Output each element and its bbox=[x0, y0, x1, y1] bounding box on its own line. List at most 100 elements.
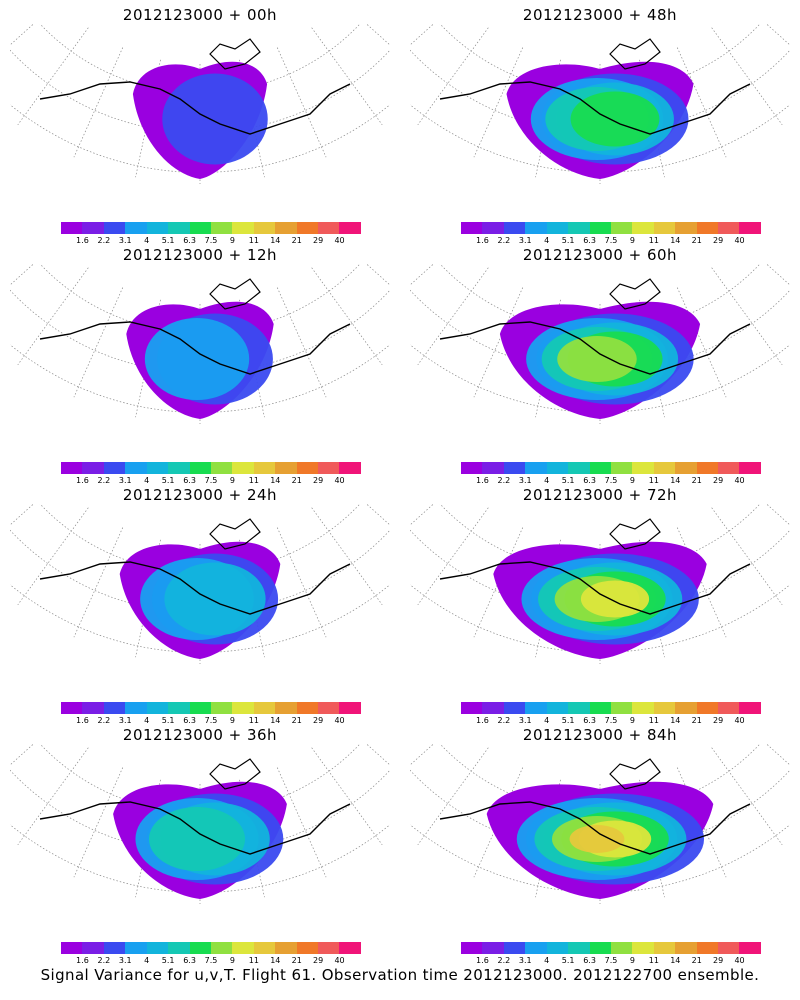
colorbar-tick-label: 1.6 bbox=[476, 716, 489, 725]
colorbar-tick-label: 40 bbox=[334, 236, 345, 245]
colorbar-swatch bbox=[275, 462, 297, 474]
colorbar-tick-label: 9 bbox=[629, 716, 635, 725]
colorbar-swatch bbox=[168, 942, 190, 954]
arctic-islands bbox=[209, 38, 261, 70]
colorbar-tick-label: 6.3 bbox=[183, 716, 196, 725]
colorbar-swatch bbox=[525, 942, 547, 954]
colorbar-swatch bbox=[232, 462, 254, 474]
colorbar-tick-label: 5.1 bbox=[161, 236, 175, 245]
colorbar-swatch bbox=[103, 702, 126, 714]
colorbar-tick-label: 11 bbox=[648, 956, 659, 965]
colorbar-swatch bbox=[653, 942, 676, 954]
colorbar-tick-label: 5.1 bbox=[561, 956, 575, 965]
colorbar-tick-label: 2.2 bbox=[497, 716, 511, 725]
colorbar-tick-label: 3.1 bbox=[518, 476, 532, 485]
colorbar-swatch bbox=[146, 222, 169, 234]
colorbar-swatch bbox=[103, 222, 126, 234]
colorbar-swatch bbox=[696, 702, 719, 714]
colorbar-swatch bbox=[461, 222, 483, 234]
colorbar-tick-label: 7.5 bbox=[204, 476, 218, 485]
colorbar-swatch bbox=[589, 222, 611, 234]
colorbar-tick-label: 3.1 bbox=[118, 236, 132, 245]
colorbar-tick-label: 29 bbox=[713, 716, 724, 725]
map-panel: 2012123000 + 00h 1.6 2.2 3.1 4 5.1 6.3 7.5 9 11 14… bbox=[0, 0, 400, 245]
colorbar-swatch bbox=[339, 462, 361, 474]
colorbar-swatch bbox=[125, 702, 147, 714]
coastline bbox=[39, 561, 351, 615]
colorbar-tick-label: 21 bbox=[691, 476, 702, 485]
colorbar-swatch bbox=[632, 222, 654, 234]
colorbar-tick-label: 3.1 bbox=[118, 716, 132, 725]
colorbar-swatch bbox=[189, 462, 211, 474]
colorbar-ticks: 1.6 2.2 3.1 4 5.1 6.3 7.5 9 11 14 21 29 40 bbox=[61, 236, 361, 246]
coastline bbox=[439, 321, 751, 375]
panel-title: 2012123000 + 36h bbox=[122, 726, 278, 744]
colorbar-tick-label: 6.3 bbox=[583, 236, 596, 245]
colorbar-swatch bbox=[253, 942, 276, 954]
colorbar-tick-label: 1.6 bbox=[76, 716, 89, 725]
colorbar-swatch bbox=[253, 462, 276, 474]
polar-map bbox=[10, 264, 390, 424]
arctic-islands bbox=[609, 518, 661, 550]
colorbar-tick-label: 21 bbox=[291, 956, 302, 965]
colorbar-swatch bbox=[125, 942, 147, 954]
colorbar-swatch bbox=[653, 702, 676, 714]
colorbar-tick-label: 1.6 bbox=[476, 956, 489, 965]
variance-field bbox=[506, 61, 694, 179]
colorbar-tick-label: 3.1 bbox=[118, 956, 132, 965]
colorbar-swatch bbox=[146, 942, 169, 954]
colorbar-swatch bbox=[275, 702, 297, 714]
colorbar-tick-label: 6.3 bbox=[183, 476, 196, 485]
map-panel: 2012123000 + 60h 1.6 2.2 3.1 4 5.1 6.3 7.5 9 11 14… bbox=[400, 240, 800, 485]
colorbar-swatch bbox=[318, 942, 340, 954]
colorbar-tick-label: 21 bbox=[291, 476, 302, 485]
colorbar-swatch bbox=[525, 222, 547, 234]
colorbar-swatch bbox=[739, 702, 761, 714]
colorbar-tick-label: 40 bbox=[734, 236, 745, 245]
colorbar-swatch bbox=[546, 702, 569, 714]
colorbar-tick-label: 21 bbox=[291, 236, 302, 245]
colorbar-tick-label: 7.5 bbox=[604, 476, 618, 485]
polar-map bbox=[410, 24, 790, 184]
polar-map bbox=[410, 504, 790, 664]
colorbar-tick-label: 29 bbox=[713, 236, 724, 245]
colorbar-tick-label: 1.6 bbox=[476, 236, 489, 245]
colorbar-swatch bbox=[610, 462, 633, 474]
colorbar-swatch bbox=[653, 462, 676, 474]
colorbar-swatch bbox=[525, 702, 547, 714]
colorbar-swatch bbox=[675, 462, 697, 474]
arctic-islands bbox=[609, 758, 661, 790]
polar-map bbox=[410, 744, 790, 904]
colorbar-swatch bbox=[253, 222, 276, 234]
colorbar-swatch bbox=[568, 942, 590, 954]
colorbar-tick-label: 11 bbox=[648, 476, 659, 485]
colorbar-swatch bbox=[632, 462, 654, 474]
colorbar-ticks: 1.6 2.2 3.1 4 5.1 6.3 7.5 9 11 14 21 29 40 bbox=[61, 956, 361, 966]
colorbar-swatch bbox=[125, 222, 147, 234]
colorbar-tick-label: 9 bbox=[229, 236, 235, 245]
colorbar-swatch bbox=[546, 462, 569, 474]
colorbar-tick-label: 5.1 bbox=[561, 236, 575, 245]
colorbar bbox=[461, 222, 761, 234]
colorbar-tick-label: 4 bbox=[144, 476, 150, 485]
colorbar-tick-label: 5.1 bbox=[561, 476, 575, 485]
colorbar-tick-label: 4 bbox=[544, 236, 550, 245]
colorbar-tick-label: 11 bbox=[648, 716, 659, 725]
colorbar-swatch bbox=[461, 462, 483, 474]
colorbar-tick-label: 21 bbox=[691, 236, 702, 245]
colorbar-tick-label: 2.2 bbox=[497, 956, 511, 965]
colorbar-swatch bbox=[461, 942, 483, 954]
colorbar-ticks: 1.6 2.2 3.1 4 5.1 6.3 7.5 9 11 14 21 29 40 bbox=[461, 956, 761, 966]
colorbar-tick-label: 5.1 bbox=[161, 476, 175, 485]
colorbar-swatch bbox=[296, 702, 319, 714]
colorbar-tick-label: 40 bbox=[334, 716, 345, 725]
colorbar-swatch bbox=[103, 462, 126, 474]
colorbar-swatch bbox=[718, 702, 740, 714]
colorbar-tick-label: 2.2 bbox=[97, 476, 111, 485]
colorbar-tick-label: 14 bbox=[270, 716, 281, 725]
figure-caption: Signal Variance for u,v,T. Flight 61. Ob… bbox=[40, 966, 760, 984]
colorbar-tick-label: 2.2 bbox=[497, 476, 511, 485]
colorbar-swatch bbox=[589, 942, 611, 954]
colorbar-swatch bbox=[482, 942, 504, 954]
colorbar-tick-label: 14 bbox=[670, 956, 681, 965]
